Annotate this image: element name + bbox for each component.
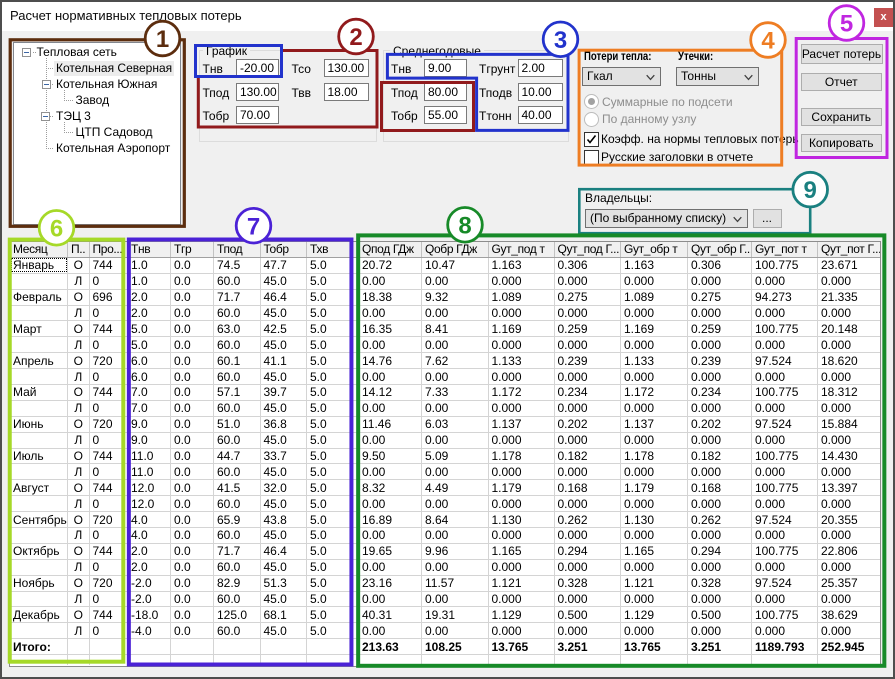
svg-text:8: 8 (458, 212, 471, 239)
svg-text:7: 7 (247, 213, 260, 240)
svg-text:4: 4 (761, 28, 775, 55)
svg-text:9: 9 (804, 177, 817, 204)
